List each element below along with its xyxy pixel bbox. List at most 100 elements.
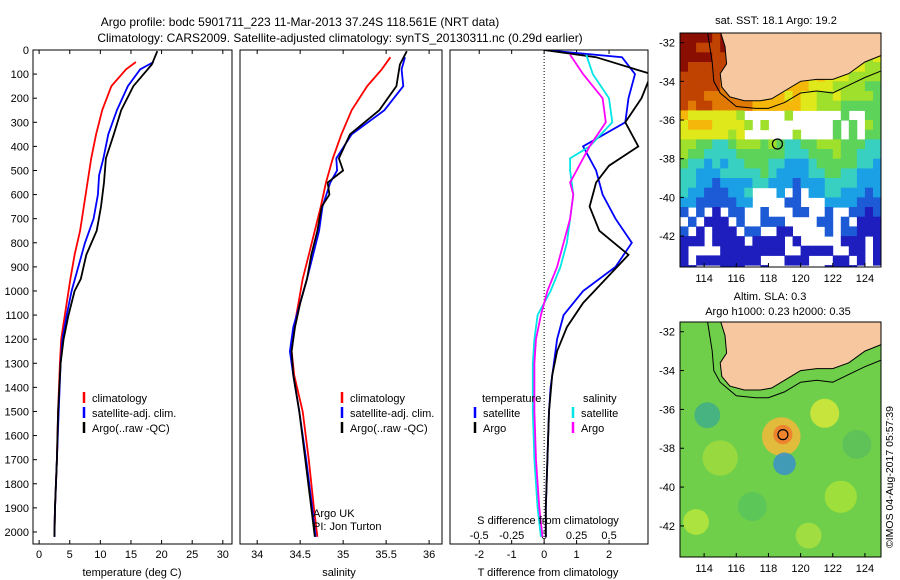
series-line-satellite [544, 50, 636, 537]
sst-cell [800, 255, 810, 266]
x-tick-label: 2 [606, 549, 612, 561]
map-y-tick-label: -34 [659, 366, 675, 378]
series-line-argo [543, 50, 648, 537]
sst-cell [824, 139, 834, 150]
sst-cell [760, 178, 769, 189]
sst-cell [856, 236, 866, 247]
map-x-tick-label: 120 [791, 563, 809, 575]
sla-anomaly-blob [810, 398, 840, 428]
sst-cell [840, 187, 850, 198]
sst-cell [808, 91, 818, 102]
map-y-tick-label: -38 [659, 154, 675, 166]
map-y-tick-label: -42 [659, 231, 675, 243]
sst-cell [776, 178, 785, 189]
depth-tick-label: 200 [11, 93, 29, 105]
map-y-tick-label: -34 [659, 76, 675, 88]
sst-cell [873, 245, 881, 256]
sst-cell [832, 100, 842, 111]
sst-cell [728, 110, 737, 121]
sst-cell [760, 158, 769, 169]
sst-cell [712, 52, 721, 63]
sst-cell [696, 52, 705, 63]
sla-anomaly-blob [773, 425, 793, 445]
depth-tick-label: 0 [23, 45, 29, 57]
sst-cell [736, 236, 745, 247]
x-tick-label: 25 [186, 549, 198, 561]
map-x-tick-label: 122 [824, 273, 842, 285]
sst-cell [824, 187, 834, 198]
sst-cell [784, 255, 793, 266]
sst-cell [768, 178, 777, 189]
sst-cell [704, 149, 713, 160]
sst-cell [688, 139, 697, 150]
sst-cell [744, 187, 753, 198]
sst-cell [688, 168, 697, 179]
sst-cell [704, 139, 713, 150]
sst-cell [832, 120, 842, 131]
sst-cell [840, 71, 850, 82]
difference-series [531, 50, 648, 537]
salinity-difference-tick-label: -0.25 [499, 530, 524, 542]
sst-cell [864, 62, 874, 73]
sst-cell [816, 100, 826, 111]
series-line-satellite-adj-clim- [53, 61, 155, 537]
sst-cell [728, 255, 737, 266]
salinity-x-axis: 34 34.5 35 35.5 36 [251, 50, 435, 561]
sst-cell [720, 255, 729, 266]
sst-cell [688, 265, 697, 267]
sst-cell [744, 226, 753, 237]
sst-cell [832, 255, 842, 266]
sst-cell [873, 120, 881, 131]
map-y-tick-label: -32 [659, 327, 675, 339]
sst-cell [832, 149, 842, 160]
depth-tick-label: 1900 [5, 503, 29, 515]
sst-cell [864, 110, 874, 121]
sst-cell [856, 139, 866, 150]
sst-cell [824, 265, 834, 267]
sst-cell [856, 81, 866, 92]
depth-tick-label: 1800 [5, 479, 29, 491]
sst-cell [864, 149, 874, 160]
x-tick-label: 34.5 [289, 549, 310, 561]
map-y-tick-label: -36 [659, 404, 675, 416]
sst-cell [680, 52, 689, 63]
sst-cell [808, 149, 818, 160]
sst-cell [873, 168, 881, 179]
sst-cell [856, 62, 866, 73]
sst-cell [784, 91, 793, 102]
legend-label: satellite-adj. clim. [350, 408, 434, 420]
sst-cell [840, 226, 850, 237]
sst-cell [712, 207, 721, 218]
sst-cell [712, 236, 721, 247]
legend-group-heading: salinity [583, 393, 617, 405]
sst-cell [728, 236, 737, 247]
sst-cell [736, 255, 745, 266]
sst-cell [712, 149, 721, 160]
temperature-xlabel: temperature (deg C) [82, 567, 181, 579]
legend-label: satellite [581, 408, 618, 420]
sst-cell [728, 129, 737, 140]
sst-cell [848, 178, 858, 189]
sst-cell [776, 168, 785, 179]
sst-map-frame [679, 32, 882, 268]
x-tick-label: 5 [67, 549, 73, 561]
temperature-axes-frame [32, 49, 233, 545]
sst-cell [704, 81, 713, 92]
sst-cell [856, 207, 866, 218]
sst-cell [752, 245, 761, 256]
sst-cell [680, 226, 689, 237]
map-y-tick-label: -36 [659, 115, 675, 127]
sst-cell [736, 110, 745, 121]
depth-tick-label: 1500 [5, 406, 29, 418]
x-tick-label: 0 [541, 549, 547, 561]
sst-cell [696, 178, 705, 189]
sst-cell [744, 168, 753, 179]
depth-axis: 0 100 200 300 400 500 600 700 800 900 1000 1100 1200… [5, 45, 37, 539]
sst-cell [864, 178, 874, 189]
legend-label: Argo [483, 423, 506, 435]
map-x-tick-label: 118 [760, 563, 778, 575]
sst-cell [712, 158, 721, 169]
sst-cell [688, 42, 697, 53]
sla-anomaly-blob [694, 402, 721, 429]
